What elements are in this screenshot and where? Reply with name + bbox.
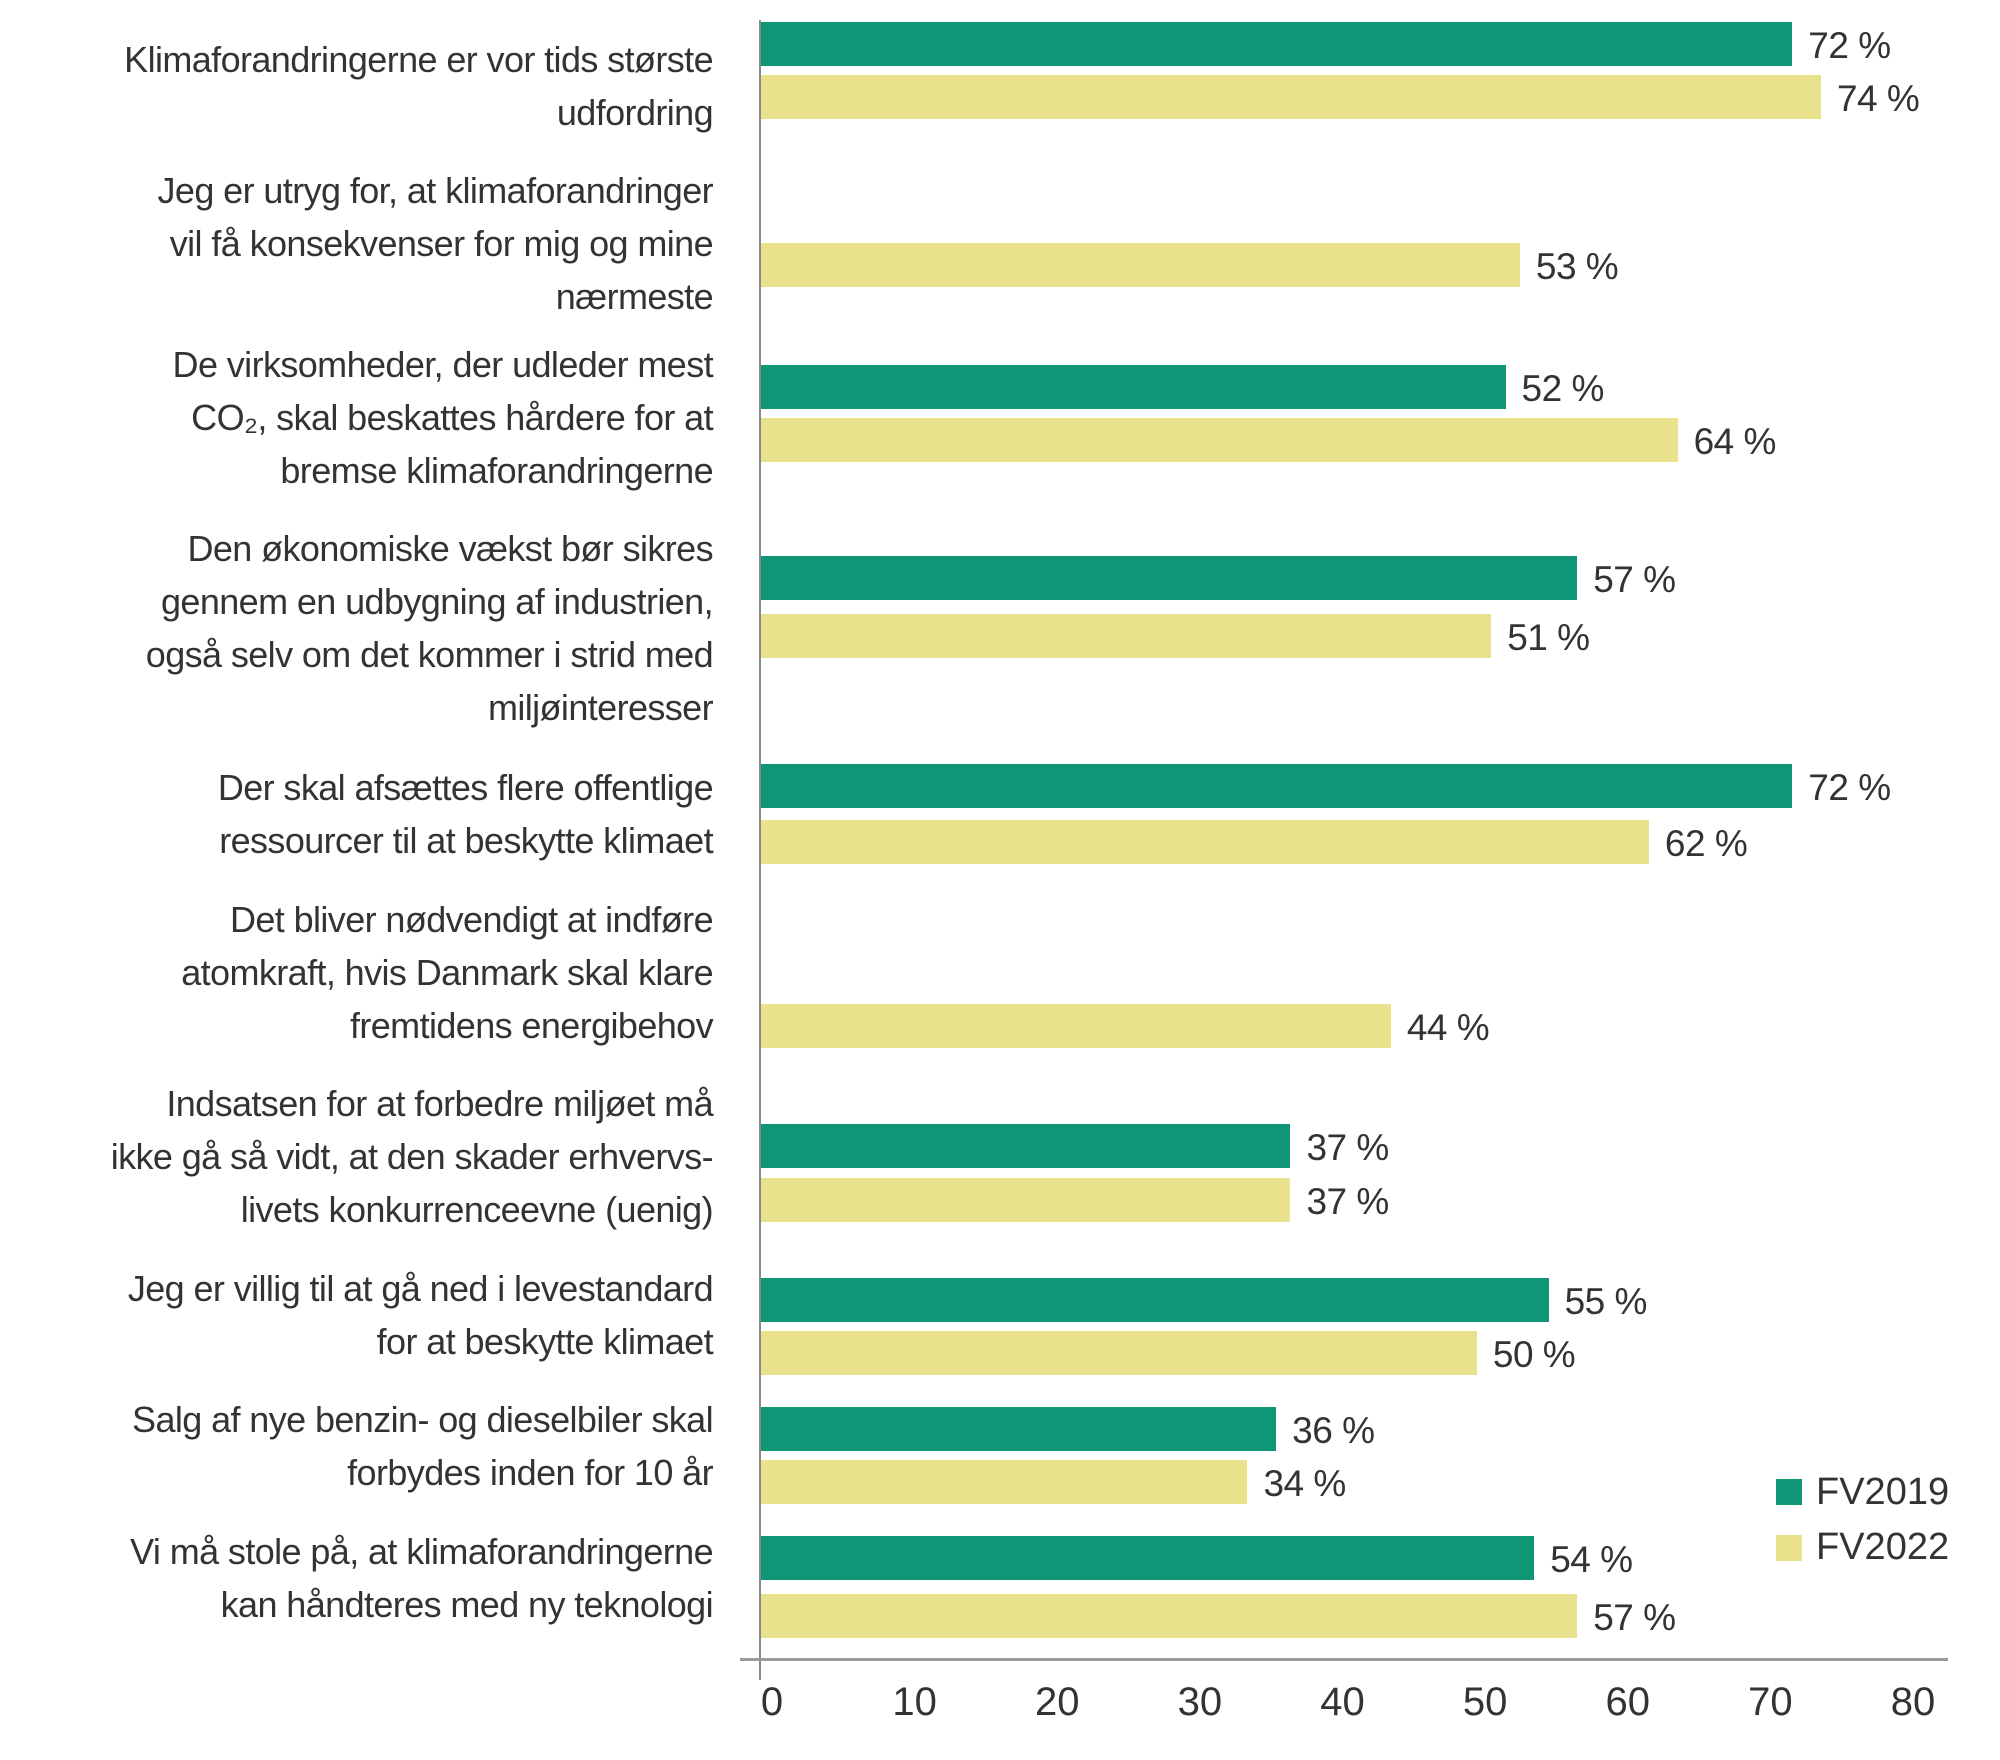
bar-fv2019 (760, 22, 1793, 66)
category-label: De virksomheder, der udleder mest CO₂, s… (172, 344, 714, 491)
bar-fv2022 (760, 1178, 1291, 1222)
x-tick-label: 40 (1320, 1680, 1365, 1724)
bar-fv2022 (760, 243, 1520, 287)
x-tick-label: 10 (892, 1680, 937, 1724)
x-tick-label: 70 (1748, 1680, 1793, 1724)
bar-fv2019 (760, 1124, 1291, 1168)
bar-fv2022 (760, 1331, 1477, 1375)
legend-swatch-fv2022 (1776, 1535, 1802, 1561)
data-label: 62 % (1664, 823, 1748, 864)
category-label: Jeg er villig til at gå ned i levestanda… (127, 1268, 714, 1362)
data-label: 44 % (1406, 1007, 1490, 1048)
data-label: 34 % (1263, 1463, 1346, 1504)
category-label: Der skal afsættes flere offentlige resso… (217, 767, 714, 861)
x-tick-label: 60 (1605, 1680, 1651, 1724)
bar-fv2022 (760, 1460, 1248, 1504)
data-label: 57 % (1593, 559, 1676, 600)
category-label: Det bliver nødvendigt at indføre atomkra… (181, 899, 713, 1046)
category-label: Salg af nye benzin- og dieselbiler skal … (132, 1399, 714, 1493)
data-label: 72 % (1808, 767, 1891, 808)
bar-fv2019 (760, 1407, 1277, 1451)
bar-fv2022 (760, 75, 1821, 119)
data-label: 52 % (1521, 368, 1605, 409)
data-label: 37 % (1306, 1181, 1389, 1222)
category-label: Klimaforandringerne er vor tids største … (124, 39, 713, 133)
bar-fv2019 (760, 365, 1506, 409)
data-label: 57 % (1593, 1597, 1676, 1638)
x-tick-label: 80 (1890, 1680, 1936, 1724)
data-label: 54 % (1550, 1539, 1633, 1580)
data-label: 37 % (1306, 1127, 1389, 1168)
legend-label-fv2019: FV2019 (1816, 1471, 1950, 1513)
bar-fv2022 (760, 1594, 1578, 1638)
bar-fv2022 (760, 820, 1649, 864)
bar-fv2019 (760, 764, 1793, 808)
bar-fv2022 (760, 418, 1678, 462)
category-label: Vi må stole på, at klimaforandringerne k… (130, 1531, 713, 1625)
data-label: 50 % (1492, 1334, 1576, 1375)
bar-fv2022 (760, 1004, 1391, 1048)
data-label: 53 % (1535, 246, 1619, 287)
data-label: 64 % (1693, 421, 1777, 462)
bar-fv2019 (760, 556, 1578, 600)
bar-fv2019 (760, 1278, 1549, 1322)
category-label: Den økonomiske vækst bør sikres gennem e… (145, 528, 714, 728)
data-label: 55 % (1564, 1281, 1648, 1322)
data-label: 72 % (1808, 25, 1891, 66)
category-label: Jeg er utryg for, at klimaforandringer v… (157, 170, 714, 317)
bar-fv2022 (760, 614, 1492, 658)
y-axis-line (759, 20, 761, 1680)
category-label: Indsatsen for at forbedre miljøet må ikk… (110, 1083, 714, 1230)
x-tick-label: 0 (760, 1680, 784, 1724)
data-label: 36 % (1292, 1410, 1375, 1451)
data-label: 74 % (1836, 78, 1920, 119)
x-tick-label: 20 (1035, 1680, 1080, 1724)
x-tick-label: 30 (1177, 1680, 1223, 1724)
data-label: 51 % (1507, 617, 1590, 658)
x-tick-label: 50 (1462, 1680, 1508, 1724)
x-axis-line (740, 1658, 1948, 1661)
legend-swatch-fv2019 (1776, 1479, 1802, 1505)
bar-fv2019 (760, 1536, 1535, 1580)
legend-label-fv2022: FV2022 (1816, 1526, 1950, 1568)
